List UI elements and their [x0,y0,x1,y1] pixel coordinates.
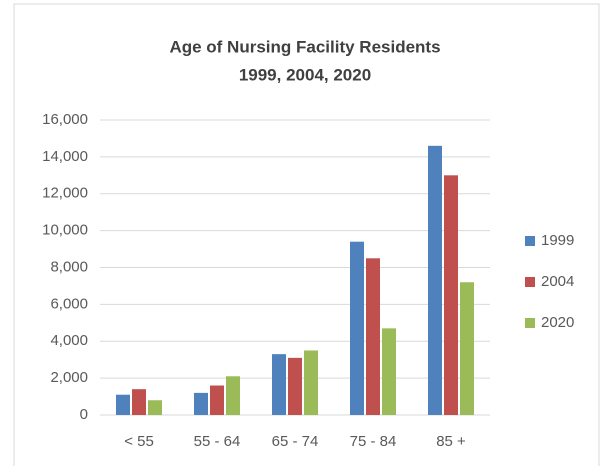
bar [382,328,396,415]
bar [288,357,302,415]
bar [148,400,162,415]
y-tick-label: 8,000 [50,258,88,275]
bar [272,354,286,415]
y-tick-label: 16,000 [42,111,88,128]
y-tick-label: 4,000 [50,332,88,349]
bar [428,145,442,415]
y-tick-label: 0 [80,406,88,423]
y-tick-label: 14,000 [42,148,88,165]
bar [194,392,208,415]
x-tick-label: 65 - 74 [272,433,319,450]
x-tick-label: 55 - 64 [194,433,241,450]
bar [226,376,240,415]
x-tick-label: < 55 [124,433,154,450]
bar [366,258,380,415]
bar [444,175,458,415]
legend-swatch [525,318,535,328]
bar [210,385,224,415]
x-tick-label: 85 + [436,433,466,450]
legend-swatch [525,236,535,246]
chart-title: Age of Nursing Facility Residents [169,37,440,56]
x-tick-label: 75 - 84 [350,433,397,450]
bar [132,389,146,415]
bar [304,350,318,415]
y-tick-label: 2,000 [50,369,88,386]
y-tick-label: 10,000 [42,222,88,239]
legend-label: 2020 [541,314,574,331]
bar [350,241,364,415]
legend-swatch [525,277,535,287]
chart-subtitle: 1999, 2004, 2020 [239,65,371,84]
legend-label: 2004 [541,273,574,290]
bar [460,282,474,415]
y-tick-label: 6,000 [50,295,88,312]
legend-label: 1999 [541,232,574,249]
y-tick-label: 12,000 [42,185,88,202]
bar [116,394,130,415]
